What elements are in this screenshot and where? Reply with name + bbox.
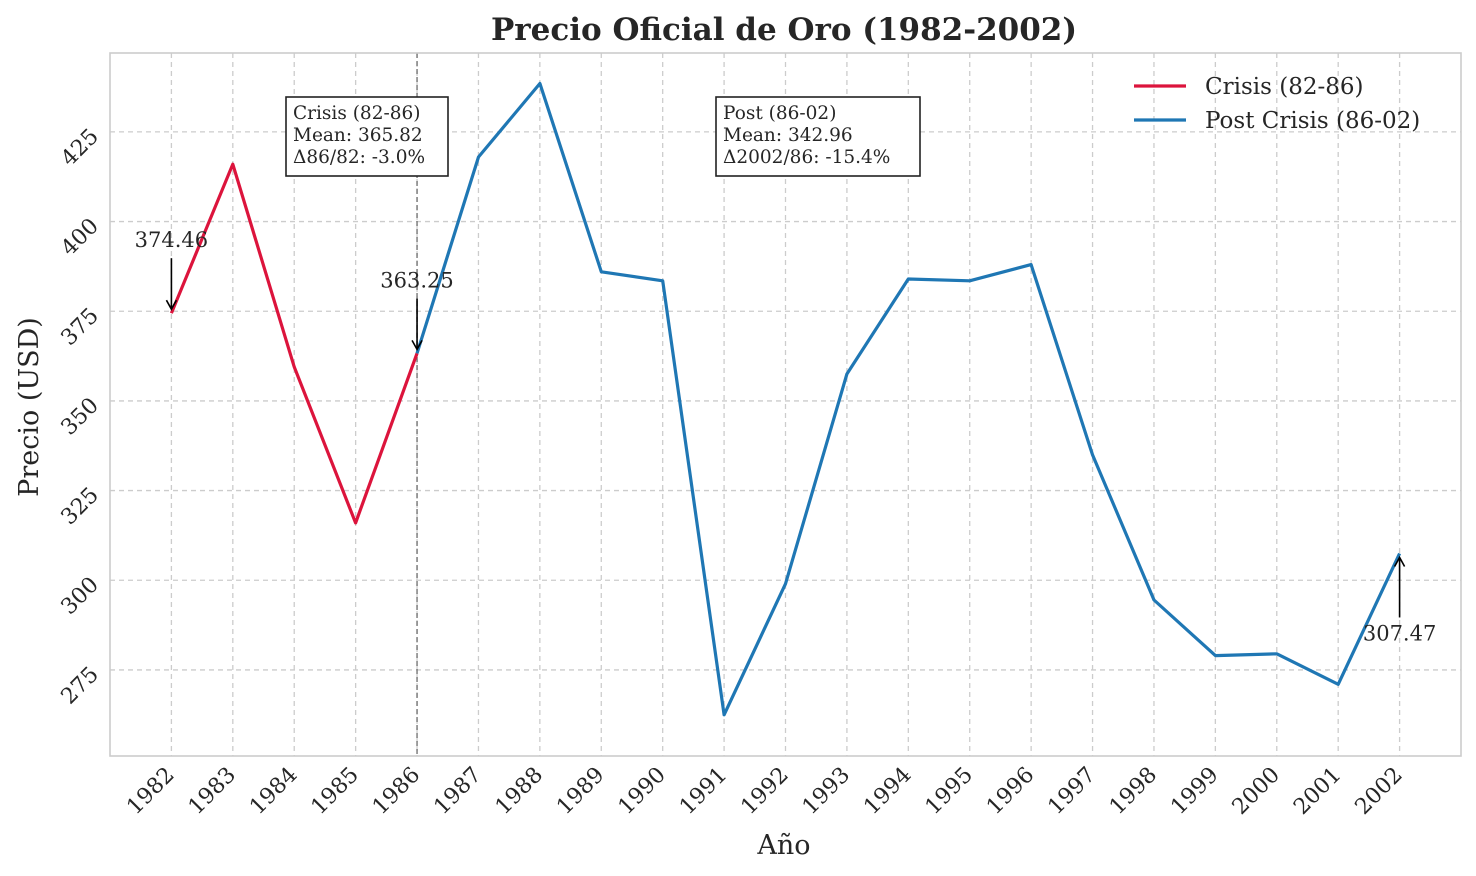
annotations: 374.46 363.25 307.47 [135,228,1437,645]
annotation-arrowhead [1393,555,1406,567]
stats-box-line: Mean: 342.96 [723,125,853,146]
annotation-label: 374.46 [135,228,208,252]
x-axis-label: Año [756,830,810,861]
series-lines [169,81,1402,717]
stats-box-line: Δ2002/86: -15.4% [723,147,890,168]
legend-label: Crisis (82-86) [1205,74,1363,100]
stats-box-line: Mean: 365.82 [293,125,423,146]
stats-box-frame [285,96,449,177]
plot-frame [109,52,1462,757]
stats-box-frame [715,96,921,177]
stats-box-line: Crisis (82-86) [293,103,420,124]
annotation-arrowhead [411,340,423,352]
stats-box-line: Δ86/82: -3.0% [293,147,425,168]
legend-label: Post Crisis (86-02) [1205,108,1420,134]
annotation-label: 307.47 [1363,621,1436,645]
series-line-post-crisis [415,81,1402,717]
stats-box-line: Post (86-02) [723,103,836,124]
y-axis-label: Precio (USD) [14,317,45,497]
annotation-label: 363.25 [380,268,453,292]
chart-title: Precio Oficial de Oro (1982-2002) [491,12,1077,48]
series-line-crisis [169,162,419,525]
annotation-arrowhead [165,299,178,311]
legend: Crisis (82-86) Post Crisis (86-02) [1134,74,1420,134]
